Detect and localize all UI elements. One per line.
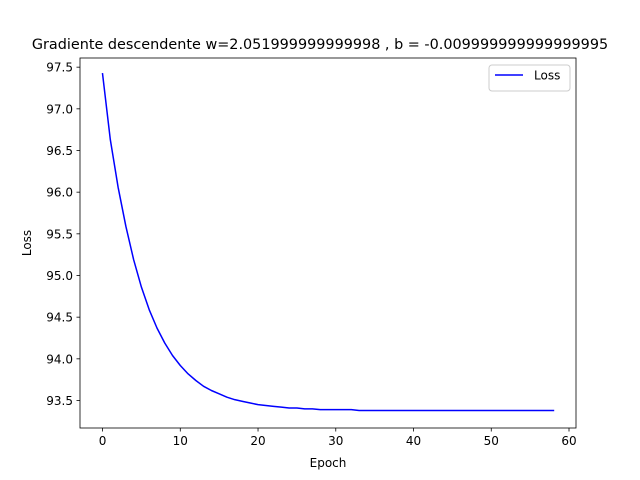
y-tick-label: 94.0 [46,352,73,366]
y-tick-label: 96.0 [46,186,73,200]
y-tick-label: 95.0 [46,269,73,283]
chart-title: Gradiente descendente w=2.05199999999999… [32,37,608,53]
x-tick-label: 0 [99,434,107,448]
y-tick-label: 96.5 [46,144,73,158]
x-tick-label: 20 [250,434,265,448]
x-tick-label: 40 [406,434,421,448]
x-axis-label: Epoch [310,456,347,470]
y-tick-label: 93.5 [46,394,73,408]
plot-area [79,57,577,429]
legend-label: Loss [534,69,560,83]
legend-box [488,64,571,92]
y-tick-label: 97.5 [46,61,73,75]
plot-frame [79,57,577,429]
series-layer [101,72,555,412]
y-tick-label: 97.0 [46,102,73,116]
y-axis-label: Loss [20,230,34,256]
y-tick-label: 94.5 [46,311,73,325]
x-tick-label: 50 [484,434,499,448]
series-line-loss [101,72,555,412]
x-tick-label: 10 [173,434,188,448]
plot-background [80,58,576,428]
x-axis: 0 10 20 30 40 50 60 [99,428,577,448]
x-tick-label: 30 [328,434,343,448]
x-tick-label: 60 [561,434,576,448]
y-tick-label: 95.5 [46,227,73,241]
y-axis: 93.5 94.0 94.5 95.0 95.5 96.0 96.5 97.0 97.5 [46,61,80,408]
legend: Loss [488,64,571,92]
